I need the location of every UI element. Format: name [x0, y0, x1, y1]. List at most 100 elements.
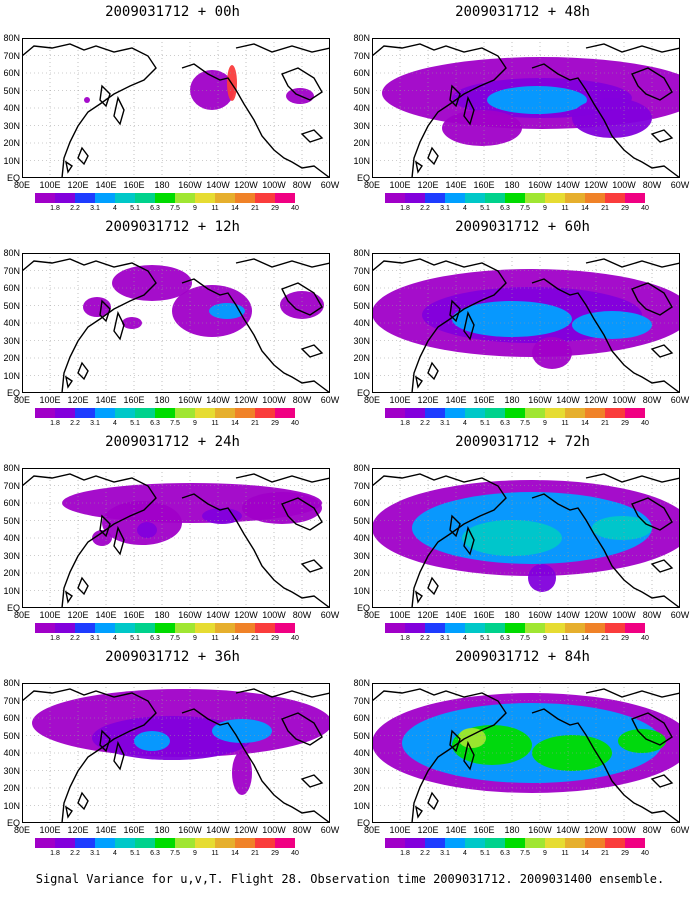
colorbar	[385, 193, 645, 203]
variance-field	[532, 337, 572, 369]
colorbar-label: 7.5	[520, 635, 530, 642]
longitude-label: 140W	[556, 825, 580, 835]
colorbar-swatch	[485, 838, 505, 848]
variance-field	[242, 492, 322, 524]
colorbar-swatch	[175, 838, 195, 848]
map-svg	[22, 683, 330, 823]
latitude-label: 80N	[353, 248, 370, 258]
latitude-label: 10N	[3, 370, 20, 381]
longitude-label: 120E	[417, 610, 439, 620]
colorbar-swatch	[385, 193, 405, 203]
colorbar-swatch	[605, 838, 625, 848]
colorbar-label: 40	[291, 850, 299, 857]
colorbar-label: 14	[581, 420, 589, 427]
colorbar-label: 7.5	[520, 420, 530, 427]
colorbar-swatch	[485, 623, 505, 633]
colorbar-label: 6.3	[150, 205, 160, 212]
coastline	[531, 278, 680, 393]
colorbar-label: 7.5	[170, 420, 180, 427]
coastline	[99, 729, 111, 753]
variance-field	[452, 301, 572, 337]
map-svg	[22, 38, 330, 178]
colorbar-swatch	[425, 623, 445, 633]
panel-title: 2009031712 + 24h	[105, 434, 240, 450]
colorbar-label: 29	[621, 850, 629, 857]
coastline	[463, 310, 475, 341]
coastline	[281, 282, 323, 316]
colorbar-swatch	[95, 623, 115, 633]
longitude-label: 120E	[67, 180, 89, 190]
latitude-label: 50N	[353, 300, 370, 311]
colorbar-label: 9	[193, 205, 197, 212]
longitude-label: 100W	[262, 825, 286, 835]
map-area: 80N 70N 60N 50N 40N 30N 20N 10N EQ	[353, 249, 680, 398]
colorbar-swatch	[625, 408, 645, 418]
longitude-label: 100E	[39, 610, 61, 620]
coastline	[414, 805, 423, 819]
colorbar-label: 14	[231, 205, 239, 212]
longitude-label: 140E	[95, 395, 117, 405]
colorbar-label: 6.3	[500, 205, 510, 212]
colorbar-swatch	[135, 838, 155, 848]
colorbar-label: 11	[211, 850, 219, 857]
variance-field	[442, 110, 522, 146]
longitude-label: 80W	[292, 395, 312, 405]
colorbar-label: 6.3	[500, 420, 510, 427]
latitude-label: 30N	[353, 550, 370, 561]
latitude-label: 80N	[3, 463, 20, 473]
colorbar-label: 29	[271, 205, 279, 212]
colorbar-swatch	[95, 193, 115, 203]
colorbar-label: 14	[581, 635, 589, 642]
colorbar-label: 1.8	[400, 205, 410, 212]
colorbar-label: 29	[621, 420, 629, 427]
longitude-label: 180	[504, 180, 520, 190]
latitude-label: 80N	[353, 33, 370, 43]
colorbar-label: 3.1	[440, 850, 450, 857]
coastline	[631, 712, 673, 746]
colorbar-label: 2.2	[420, 205, 430, 212]
variance-field	[122, 317, 142, 329]
colorbar	[385, 408, 645, 418]
colorbar-label: 11	[211, 205, 219, 212]
colorbar-swatch	[625, 838, 645, 848]
colorbar-swatch	[75, 408, 95, 418]
colorbar-swatch	[115, 838, 135, 848]
colorbar-swatch	[175, 193, 195, 203]
longitude-label: 100E	[389, 180, 411, 190]
variance-field	[487, 86, 587, 114]
coastline	[427, 576, 439, 596]
colorbar-swatch	[195, 408, 215, 418]
colorbar-swatch	[445, 408, 465, 418]
coastline	[650, 559, 674, 573]
coastline	[300, 559, 324, 573]
colorbar-label: 40	[641, 635, 649, 642]
colorbar-swatch	[525, 193, 545, 203]
latitude-label: 70N	[3, 265, 20, 276]
colorbar-label: 5.1	[130, 635, 140, 642]
variance-field	[134, 731, 170, 751]
colorbar-swatch	[75, 838, 95, 848]
colorbar-label: 5.1	[480, 420, 490, 427]
coastline	[463, 740, 475, 771]
longitude-label: 160E	[123, 395, 145, 405]
longitude-label: 100E	[389, 825, 411, 835]
colorbar-label: 7.5	[170, 635, 180, 642]
variance-field	[592, 516, 652, 540]
longitude-label: 160W	[528, 180, 552, 190]
longitude-label: 160E	[123, 825, 145, 835]
colorbar-label: 11	[561, 635, 569, 642]
map-area: 80N 70N 60N 50N 40N 30N 20N 10N EQ	[3, 249, 330, 398]
longitude-label: 140E	[95, 825, 117, 835]
latitude-label: EQ	[6, 603, 20, 613]
colorbar-label: 14	[231, 420, 239, 427]
colorbar-label: 3.1	[90, 850, 100, 857]
colorbar-label: 29	[271, 850, 279, 857]
colorbar-swatch	[465, 193, 485, 203]
panel-title: 2009031712 + 48h	[455, 4, 590, 20]
coastline	[181, 63, 330, 178]
latitude-label: EQ	[356, 603, 370, 613]
longitude-label: 120W	[234, 395, 258, 405]
colorbar-swatch	[605, 193, 625, 203]
colorbar-label: 2.2	[420, 420, 430, 427]
colorbar-label: 2.2	[70, 420, 80, 427]
